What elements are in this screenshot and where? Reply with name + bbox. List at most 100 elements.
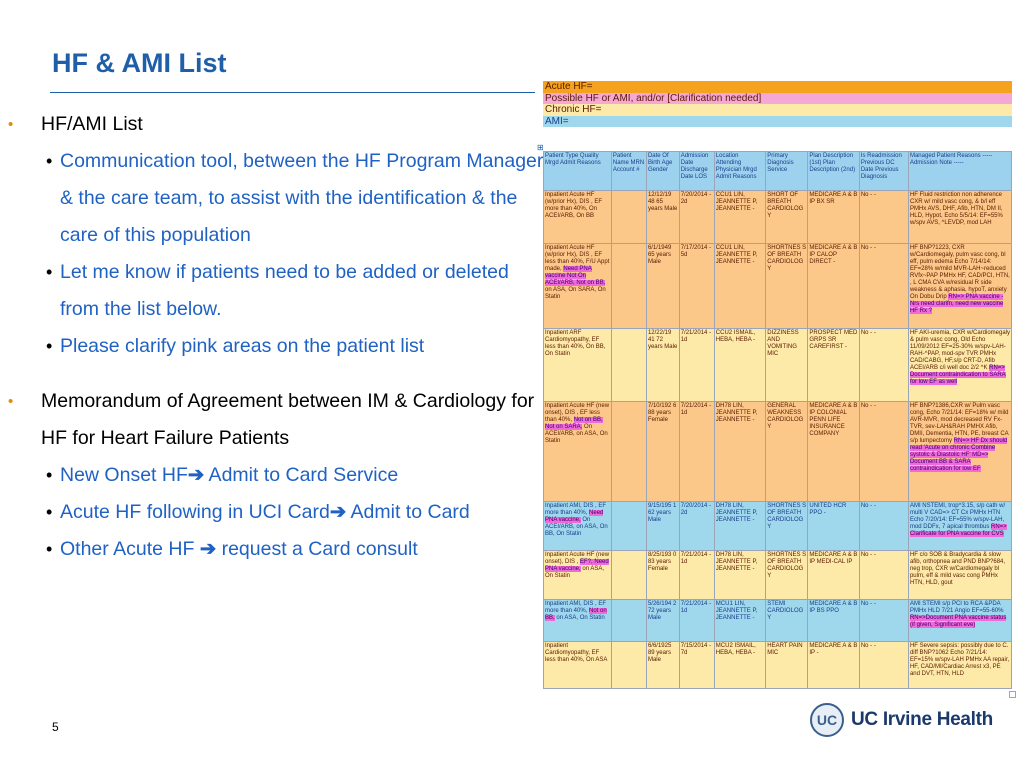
cell-plan: MEDICARE A & B IP MEDI-CAL IP — [807, 549, 860, 600]
sub-bullet-text: Let me know if patients need to be added… — [60, 261, 509, 320]
patient-type-text: Inpatient Acute HF (new onset), DIS , — [545, 551, 610, 565]
sub-bullet-new-onset: • New Onset HF➔ Admit to Card Service — [8, 457, 548, 494]
table-row: Inpatient Cardiomyopathy, EF less than 4… — [543, 641, 1013, 689]
cell-notes: HF BNP?1386,CXR w/ Pulm vasc cong, Echo … — [907, 401, 1013, 502]
cell-adm: 7/17/2014 - 5d — [678, 242, 715, 330]
cell-name — [610, 242, 647, 330]
cell-dob: 12/12/19 48 65 years Male — [645, 190, 680, 244]
bullet-dot-icon: • — [8, 393, 14, 410]
cell-dx: DIZZINESS AND VOMITING MIC — [765, 328, 809, 403]
cell-notes: HF AKI-uremia, CXR w/Cardiomegaly & pulm… — [907, 328, 1013, 403]
uc-irvine-health-logo: UC UC Irvine Health — [810, 703, 993, 737]
uc-seal-icon: UC — [810, 703, 844, 737]
notes-text: HF c/o SOB & Bradycardia & slow afib, or… — [909, 551, 1006, 586]
patient-type-text: Inpatient Acute HF (w/prior Hx), DIS , E… — [545, 244, 610, 272]
table-expand-icon[interactable]: ⊞ — [537, 143, 544, 152]
cell-plan: MEDICARE A & B IP CALOP DIRECT - — [807, 242, 860, 330]
cell-readm: No - - — [858, 598, 909, 643]
patient-type-text: Inpatient Acute HF (w/prior Hx), DIS , E… — [545, 192, 603, 219]
patient-type-text: Inpatient AMI, DIS , EF more than 40%, — [545, 502, 607, 516]
table-resize-handle[interactable] — [1009, 691, 1016, 698]
patient-type-text: on ASA, On Statin — [556, 614, 605, 621]
cell-readm: No - - — [858, 500, 909, 551]
sub-bullet-text: New Onset HF — [60, 464, 188, 486]
cell-loc: MCU2 ISMAIL, HEBA, HEBA - — [713, 641, 767, 689]
cell-adm: 7/21/2014 - 1d — [678, 401, 715, 502]
sub-bullet-dot-icon: • — [46, 502, 53, 522]
cell-readm: No - - — [858, 328, 909, 403]
cell-adm: 7/21/2014 - 1d — [678, 549, 715, 600]
cell-dob: 7/10/192 6 88 years Female — [645, 401, 680, 502]
cell-name — [610, 549, 647, 600]
slide-title: HF & AMI List — [52, 48, 227, 78]
notes-text: HF BNP?1386,CXR w/ Pulm vasc cong, Echo … — [909, 403, 1009, 445]
sub-bullet: • Let me know if patients need to be add… — [8, 254, 548, 328]
patient-type-text: on ASA, On Statin — [545, 565, 605, 579]
cell-name — [610, 598, 647, 643]
cell-patient-type: Inpatient Acute HF (new onset), DIS , EF… — [543, 401, 612, 502]
arrow-right-icon: ➔ — [329, 501, 347, 523]
legend-item: AMI= — [543, 115, 1012, 127]
cell-plan: MEDICARE A & B IP - — [807, 641, 860, 689]
bullet-list: • HF/AMI List • Communication tool, betw… — [8, 106, 548, 568]
cell-dx: SHORTNES S OF BREATH CARDIOLOG Y — [765, 242, 809, 330]
column-header: Location Attending Physician Mrgd Admit … — [713, 151, 767, 191]
sub-bullet-text: Acute HF following in UCI Card — [60, 501, 330, 523]
table-row: Inpatient Acute HF (new onset), DIS , EF… — [543, 401, 1013, 502]
cell-readm: No - - — [858, 190, 909, 244]
patient-type-text: Inpatient Cardiomyopathy, EF less than 4… — [545, 643, 608, 664]
patient-type-text: Inpatient Acute HF (new onset), DIS , EF… — [545, 403, 610, 424]
cell-loc: MCU1 LIN, JEANNETTE P, JEANNETTE - — [713, 598, 767, 643]
cell-readm: No - - — [858, 549, 909, 600]
notes-text: AMI NSTEMI, trop^3.15, s/p cath w/ multi… — [909, 502, 1006, 530]
cell-name — [610, 401, 647, 502]
cell-dx: SHORTNES S OF BREATH CARDIOLOG Y — [765, 500, 809, 551]
cell-readm: No - - — [858, 401, 909, 502]
arrow-right-icon: ➔ — [187, 464, 205, 486]
sub-bullet: • Please clarify pink areas on the patie… — [8, 328, 548, 365]
cell-dob: 9/15/195 1 62 years Male — [645, 500, 680, 551]
cell-plan: UNITED HCR PPO - — [807, 500, 860, 551]
notes-text: HF AKI-uremia, CXR w/Cardiomegaly & pulm… — [909, 330, 1010, 372]
cell-dob: 8/25/193 0 83 years Female — [645, 549, 680, 600]
cell-patient-type: Inpatient ARF Cardiomyopathy, EF less th… — [543, 328, 612, 403]
cell-plan: MEDICARE A & B IP COLONIAL PENN LIFE INS… — [807, 401, 860, 502]
cell-name — [610, 328, 647, 403]
patient-type-text: On ACEI/ARB, on ASA, On Statin — [545, 424, 608, 445]
cell-loc: CCU2 ISMAIL, HEBA, HEBA - — [713, 328, 767, 403]
cell-notes: HF Fluid restriction non adherence CXR w… — [907, 190, 1013, 244]
cell-loc: DH78 LIN, JEANNETTE P, JEANNETTE - — [713, 500, 767, 551]
cell-dob: 6/6/1925 89 years Male — [645, 641, 680, 689]
sub-bullet-text: Other Acute HF — [60, 538, 200, 560]
cell-dx: SHORT OF BREATH CARDIOLOG Y — [765, 190, 809, 244]
arrow-right-icon: ➔ — [199, 538, 217, 560]
cell-name — [610, 190, 647, 244]
cell-dx: GENERAL WEAKNESS CARDIOLOG Y — [765, 401, 809, 502]
patient-list-table: Patient Type Quality Mrgd Admit Reasons P… — [543, 151, 1013, 689]
cell-plan: MEDICARE A & B IP BX SR — [807, 190, 860, 244]
cell-plan: PROSPECT MED GRPS SR CAREFIRST - — [807, 328, 860, 403]
cell-dx: HEART PAIN MIC — [765, 641, 809, 689]
page-number: 5 — [52, 720, 59, 734]
cell-notes: HF c/o SOB & Bradycardia & slow afib, or… — [907, 549, 1013, 600]
notes-text: HF Fluid restriction non adherence CXR w… — [909, 192, 1003, 226]
cell-adm: 7/15/2014 - 7d — [678, 641, 715, 689]
sub-bullet-dot-icon: • — [46, 465, 53, 485]
sub-bullet-dot-icon: • — [46, 151, 53, 171]
table-row: Inpatient ARF Cardiomyopathy, EF less th… — [543, 328, 1013, 403]
bullet-dot-icon: • — [8, 116, 14, 133]
patient-type-text: On ACEI/ARB, on ASA, On BB, On Statin — [545, 516, 608, 537]
column-header: Admission Date Discharge Date LOS — [678, 151, 715, 191]
cell-adm: 7/21/2014 - 1d — [678, 598, 715, 643]
cell-patient-type: Inpatient Acute HF (new onset), DIS , EF… — [543, 549, 612, 600]
sub-bullet-text: Admit to Card — [346, 501, 470, 523]
cell-plan: MEDICARE A & B IP BS PPO — [807, 598, 860, 643]
sub-bullet-acute-hf: • Acute HF following in UCI Card➔ Admit … — [8, 494, 548, 531]
cell-dx: SHORTNES S OF BREATH CARDIOLOG Y — [765, 549, 809, 600]
cell-name — [610, 641, 647, 689]
cell-patient-type: Inpatient AMI, DIS , EF more than 40%, N… — [543, 500, 612, 551]
sub-bullet-dot-icon: • — [46, 336, 53, 356]
cell-patient-type: Inpatient Acute HF (w/prior Hx), DIS , E… — [543, 242, 612, 330]
cell-loc: DH78 LIN, JEANNETTE P, JEANNETTE - — [713, 549, 767, 600]
table-row: Inpatient Acute HF (w/prior Hx), DIS , E… — [543, 242, 1013, 330]
